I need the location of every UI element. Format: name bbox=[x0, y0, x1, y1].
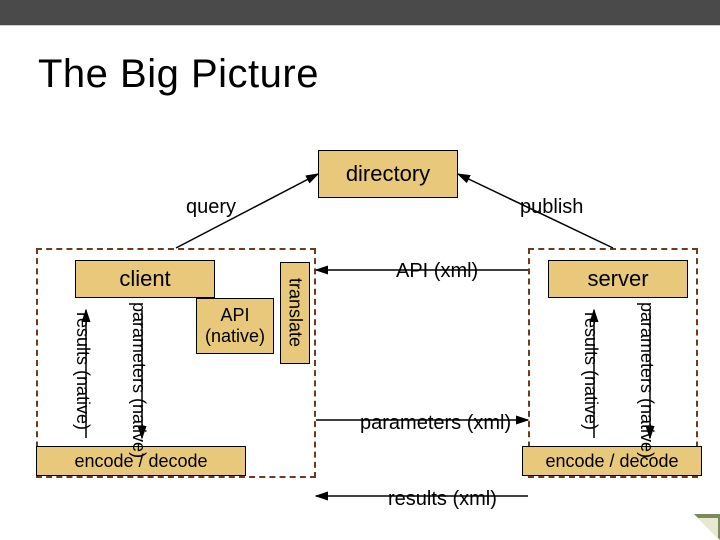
encode-decode-right: encode / decode bbox=[522, 446, 702, 476]
directory-node: directory bbox=[318, 150, 458, 198]
api-xml-label: API (xml) bbox=[396, 260, 478, 283]
slide-title: The Big Picture bbox=[38, 52, 319, 97]
server-node: server bbox=[548, 260, 688, 298]
slide-root: The Big Picture directory client server … bbox=[0, 0, 720, 540]
results-native-left-label: results (native) bbox=[72, 312, 92, 430]
translate-node: translate bbox=[280, 262, 310, 364]
publish-label: publish bbox=[520, 196, 583, 219]
parameters-xml-label: parameters (xml) bbox=[360, 412, 511, 435]
query-label: query bbox=[186, 196, 236, 219]
client-node: client bbox=[75, 260, 215, 298]
parameters-native-left-label: parameters (native) bbox=[128, 302, 148, 458]
slide-topbar bbox=[0, 0, 720, 26]
api-native-node: API (native) bbox=[196, 298, 274, 354]
parameters-native-right-label: parameters (native) bbox=[636, 302, 656, 458]
results-xml-label: results (xml) bbox=[388, 488, 497, 511]
results-native-right-label: results (native) bbox=[580, 312, 600, 430]
page-curl-icon bbox=[694, 514, 720, 540]
